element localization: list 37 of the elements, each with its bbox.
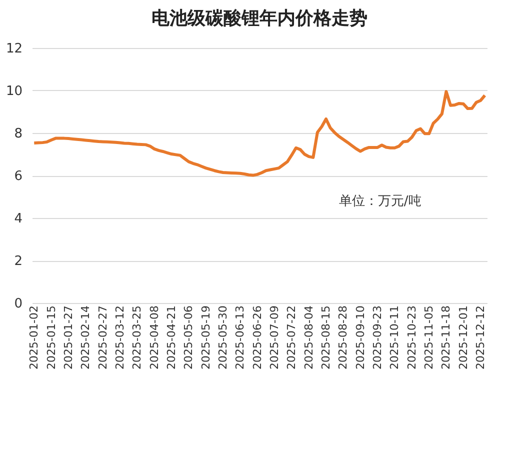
x-tick-label: 2025-10-23 — [405, 306, 418, 370]
x-tick-label: 2025-07-22 — [285, 306, 298, 370]
x-tick-label: 2025-09-10 — [354, 306, 367, 370]
x-tick-label: 2025-11-18 — [440, 306, 453, 370]
x-tick-label: 2025-04-21 — [165, 306, 178, 370]
x-tick-label: 2025-08-15 — [320, 306, 333, 370]
x-tick-label: 2025-05-30 — [216, 306, 230, 370]
line-series — [32, 90, 486, 177]
x-tick-label: 2025-12-12 — [474, 306, 488, 370]
x-tick-label: 2025-10-11 — [388, 306, 402, 370]
x-tick-label: 2025-03-12 — [113, 306, 126, 370]
x-tick-label: 2025-03-25 — [130, 306, 144, 370]
y-tick-label: 6 — [14, 169, 22, 184]
x-tick-label: 2025-02-27 — [96, 306, 110, 370]
x-tick-label: 2025-08-04 — [302, 306, 316, 370]
x-tick-label: 2025-12-01 — [456, 306, 470, 370]
y-tick-label: 2 — [14, 254, 22, 269]
x-tick-label: 2025-07-09 — [268, 306, 282, 370]
x-tick-label: 2025-11-05 — [422, 306, 436, 370]
x-tick-label: 2025-06-13 — [234, 306, 247, 370]
y-tick-label: 12 — [6, 42, 22, 56]
chart-title: 电池级碳酸锂年内价格走势 — [152, 8, 368, 29]
x-tick-label: 2025-06-26 — [250, 306, 264, 370]
x-tick-label: 2025-01-02 — [28, 306, 41, 370]
y-tick-label: 10 — [6, 84, 22, 99]
x-tick-label: 2025-02-14 — [79, 306, 92, 370]
x-tick-label: 2025-08-28 — [336, 306, 350, 370]
x-tick-label: 2025-09-23 — [371, 306, 384, 370]
y-tick-label: 0 — [14, 296, 22, 312]
x-tick-label: 2025-01-15 — [44, 306, 58, 370]
y-tick-label: 8 — [14, 126, 22, 142]
x-tick-label: 2025-04-08 — [148, 306, 161, 370]
x-tick-label: 2025-05-06 — [182, 306, 196, 370]
y-tick-label: 4 — [14, 212, 22, 226]
x-tick-label: 2025-01-27 — [62, 306, 75, 370]
x-tick-label: 2025-05-19 — [199, 306, 212, 370]
annotation: 单位：万元/吨 — [338, 194, 422, 209]
